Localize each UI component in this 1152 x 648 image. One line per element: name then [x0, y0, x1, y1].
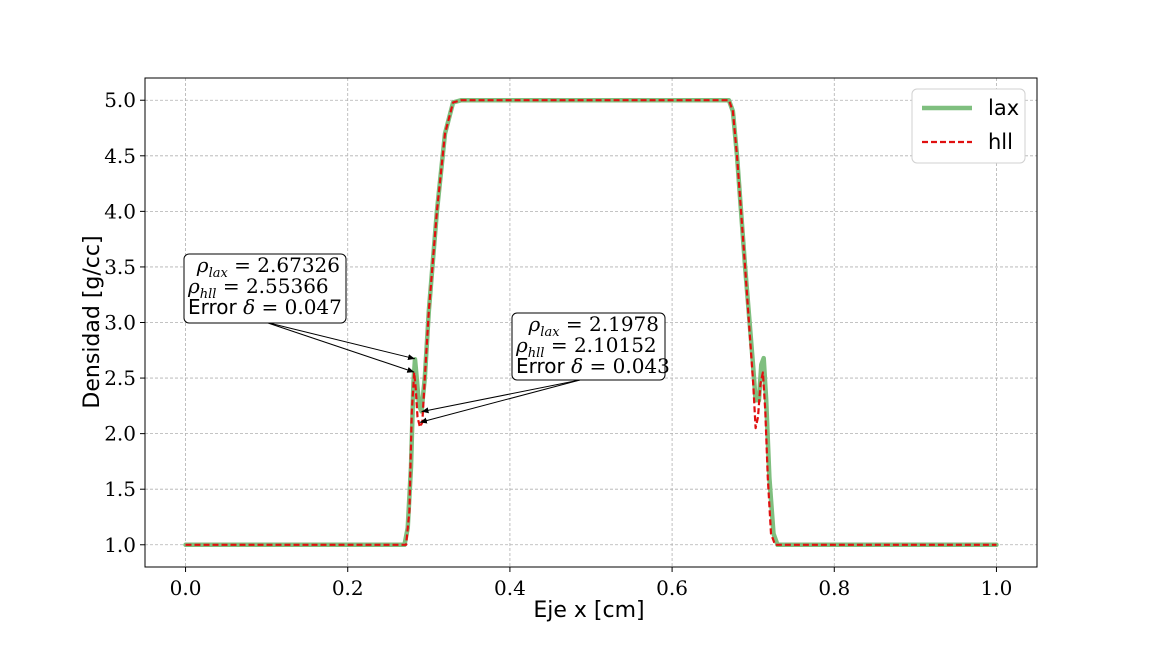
legend-label-hll: hll	[988, 130, 1013, 154]
x-tick-label: 0.6	[656, 576, 688, 600]
y-tick-label: 5.0	[104, 88, 136, 112]
annotation-line: ρhll = 2.10152	[515, 333, 657, 361]
y-tick-label: 4.5	[104, 144, 136, 168]
x-tick-label: 0.4	[494, 576, 526, 600]
x-tick-label: 1.0	[981, 576, 1013, 600]
x-tick-label: 0.0	[170, 576, 202, 600]
y-tick-label: 3.5	[104, 255, 136, 279]
annotation-arrow	[264, 321, 415, 373]
annotation-arrow	[419, 379, 581, 424]
annotation-box	[511, 312, 666, 381]
x-tick-label: 0.2	[332, 576, 364, 600]
y-tick-label: 1.5	[104, 477, 136, 501]
y-axis-label: Densidad [g/cc]	[80, 235, 105, 408]
y-tick-label: 1.0	[104, 533, 136, 557]
annotation-line: ρlax = 2.67326	[196, 253, 340, 281]
y-tick-label: 4.0	[104, 199, 136, 223]
legend-label-lax: lax	[988, 96, 1019, 120]
annotation-box	[183, 253, 347, 324]
x-tick-label: 0.8	[818, 576, 850, 600]
annotation-line: Error δ = 0.047	[188, 295, 342, 319]
annotation-arrow	[421, 379, 581, 414]
series-line-hll	[185, 99, 997, 546]
x-axis-label: Eje x [cm]	[533, 598, 644, 623]
ticks: 0.0 0.2 0.4 0.6 0.8 1.0 1.0 1.5 2.0 2.5 3.0 3.5 4.0 4…	[104, 88, 1012, 600]
annotation-line: ρlax = 2.1978	[528, 312, 659, 340]
y-tick-label: 3.0	[104, 311, 136, 335]
annotation-arrow	[264, 321, 416, 361]
annotation-line: ρhll = 2.55366	[187, 274, 329, 302]
y-tick-label: 2.0	[104, 422, 136, 446]
legend: lax hll	[911, 88, 1026, 164]
annotation-line: Error δ = 0.043	[516, 354, 670, 378]
y-tick-label: 2.5	[104, 366, 136, 390]
